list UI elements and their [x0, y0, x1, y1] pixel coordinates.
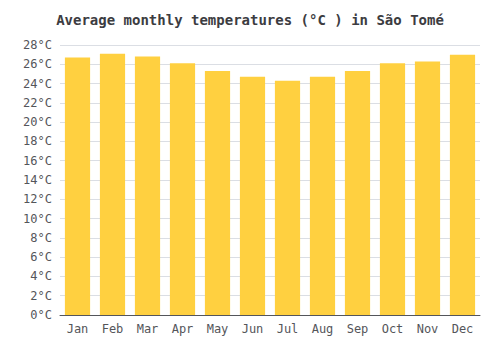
- svg-text:Jan: Jan: [67, 322, 89, 336]
- svg-text:20°C: 20°C: [23, 115, 52, 129]
- svg-text:6°C: 6°C: [30, 250, 52, 264]
- svg-text:2°C: 2°C: [30, 289, 52, 303]
- svg-text:Jun: Jun: [242, 322, 264, 336]
- svg-text:18°C: 18°C: [23, 134, 52, 148]
- svg-text:Aug: Aug: [312, 322, 334, 336]
- svg-text:Oct: Oct: [382, 322, 404, 336]
- svg-text:28°C: 28°C: [23, 38, 52, 52]
- svg-text:22°C: 22°C: [23, 96, 52, 110]
- svg-text:Apr: Apr: [172, 322, 194, 336]
- svg-text:Average monthly temperatures (: Average monthly temperatures (°C ) in Sã…: [56, 12, 444, 28]
- svg-text:10°C: 10°C: [23, 212, 52, 226]
- svg-text:0°C: 0°C: [30, 308, 52, 322]
- svg-text:Nov: Nov: [417, 322, 439, 336]
- svg-text:Feb: Feb: [102, 322, 124, 336]
- svg-text:26°C: 26°C: [23, 57, 52, 71]
- svg-text:May: May: [207, 322, 229, 336]
- svg-text:14°C: 14°C: [23, 173, 52, 187]
- svg-text:Mar: Mar: [137, 322, 159, 336]
- svg-text:Dec: Dec: [452, 322, 474, 336]
- svg-text:12°C: 12°C: [23, 192, 52, 206]
- svg-text:16°C: 16°C: [23, 154, 52, 168]
- svg-text:Jul: Jul: [277, 322, 299, 336]
- svg-text:24°C: 24°C: [23, 77, 52, 91]
- svg-text:Sep: Sep: [347, 322, 369, 336]
- svg-text:8°C: 8°C: [30, 231, 52, 245]
- svg-text:4°C: 4°C: [30, 269, 52, 283]
